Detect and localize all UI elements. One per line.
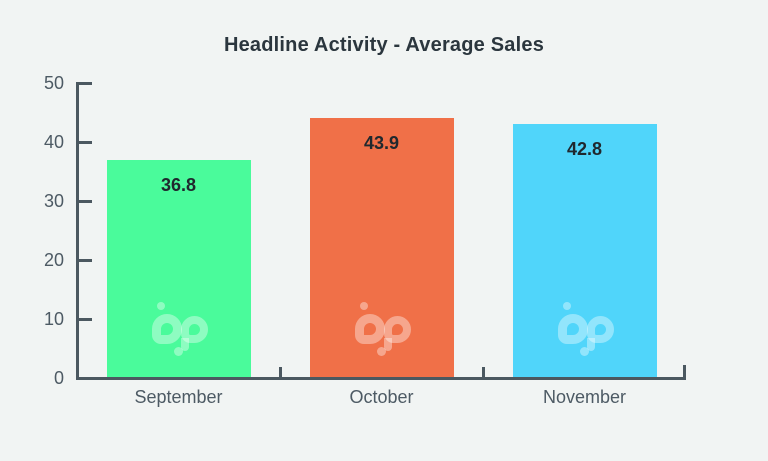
x-category-label-october: October (349, 387, 414, 407)
watermark-dot-top (156, 301, 165, 310)
y-tick-40 (79, 141, 92, 144)
watermark-p-tail (383, 337, 392, 351)
y-tick-label-40: 40 (43, 132, 64, 152)
x-tick-boundary-1 (278, 367, 282, 377)
bar-value-label: 36.8 (160, 174, 197, 195)
x-tick-boundary-2 (481, 367, 485, 377)
x-axis-line (76, 377, 686, 380)
y-tick-label-20: 20 (43, 250, 64, 270)
x-category-label-september: September (134, 387, 223, 407)
x-axis-end-cap (683, 365, 686, 377)
watermark-b-ring (557, 313, 588, 344)
bp-watermark-icon (150, 300, 208, 356)
bar-october: 43.9 (309, 117, 454, 377)
bp-watermark-icon (353, 300, 411, 356)
bar-november: 42.8 (512, 124, 657, 377)
bar-september: 36.8 (106, 159, 251, 377)
watermark-dot-bottom (376, 346, 386, 356)
bp-watermark-icon (556, 300, 614, 356)
y-tick-label-0: 0 (53, 368, 64, 388)
y-tick-50 (79, 82, 92, 85)
bar-value-label: 43.9 (363, 132, 400, 153)
bar-value-label: 42.8 (566, 139, 603, 160)
watermark-dot-bottom (173, 346, 183, 356)
y-tick-30 (79, 200, 92, 203)
watermark-p-ring (383, 315, 411, 343)
x-category-label-november: November (542, 387, 627, 407)
chart-title: Headline Activity - Average Sales (223, 34, 545, 56)
y-axis-line (76, 82, 79, 380)
watermark-dot-bottom (579, 346, 589, 356)
watermark-b-ring (354, 313, 385, 344)
watermark-p-tail (180, 337, 189, 351)
watermark-p-ring (180, 315, 208, 343)
y-tick-label-50: 50 (43, 73, 64, 93)
watermark-dot-top (562, 301, 571, 310)
y-tick-label-30: 30 (43, 191, 64, 211)
watermark-p-tail (586, 337, 595, 351)
watermark-p-ring (586, 315, 614, 343)
y-tick-10 (79, 318, 92, 321)
y-tick-label-10: 10 (43, 309, 64, 329)
watermark-b-ring (151, 313, 182, 344)
y-tick-20 (79, 259, 92, 262)
watermark-dot-top (359, 301, 368, 310)
